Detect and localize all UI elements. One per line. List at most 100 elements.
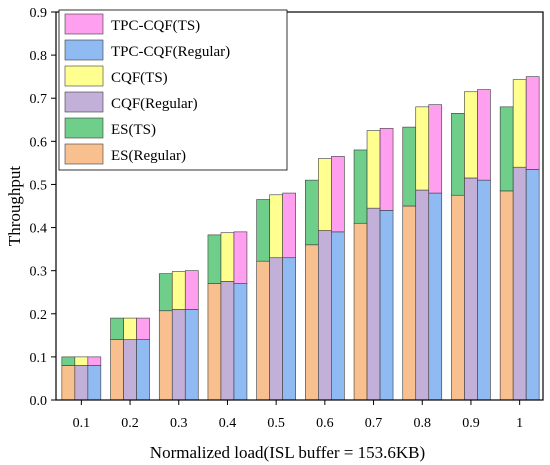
y-tick-label: 0.9 — [30, 6, 48, 21]
bar-segment — [451, 113, 465, 196]
legend-swatch — [64, 143, 104, 165]
bar-segment — [184, 270, 199, 310]
legend-frame — [58, 9, 288, 171]
x-tick-label: 0.1 — [73, 416, 91, 431]
y-tick-label: 0.2 — [30, 308, 48, 323]
x-tick-label: 0.7 — [365, 416, 383, 431]
bar-segment — [207, 234, 222, 284]
bar-segment — [331, 231, 345, 401]
bar-segment — [477, 89, 491, 181]
bar-segment — [87, 356, 102, 366]
bar-segment — [184, 309, 199, 401]
bar-segment — [477, 179, 491, 401]
bar-segment — [525, 169, 540, 401]
y-axis-label: Throughput — [5, 166, 24, 247]
y-tick-label: 0.5 — [30, 178, 48, 193]
bar-segment — [158, 310, 173, 401]
bar-segment — [464, 91, 478, 179]
bar-segment — [428, 192, 443, 401]
bar-segment — [402, 205, 417, 401]
bar-segment — [256, 260, 270, 401]
bar-segment — [207, 283, 222, 401]
x-tick-label: 0.3 — [170, 416, 188, 431]
legend-label: ES(TS) — [111, 122, 156, 138]
legend-label: TPC-CQF(Regular) — [111, 44, 230, 60]
legend-label: ES(Regular) — [111, 148, 186, 164]
bar-segment — [415, 106, 430, 191]
bar-segment — [331, 156, 345, 233]
bar-segment — [123, 339, 137, 401]
bar-segment — [318, 230, 332, 401]
bar-segment — [171, 271, 186, 310]
x-tick-label: 0.9 — [462, 416, 480, 431]
bar-segment — [366, 130, 381, 209]
bar-segment — [366, 207, 381, 401]
y-tick-label: 0.7 — [30, 92, 48, 107]
bar-segment — [136, 317, 150, 340]
y-tick-label: 0.6 — [30, 135, 48, 150]
bar-segment — [158, 273, 173, 312]
bar-segment — [110, 339, 124, 401]
bar-segment — [415, 189, 430, 401]
bar-segment — [464, 177, 478, 401]
bar-segment — [282, 257, 296, 401]
y-tick-label: 0.1 — [30, 351, 48, 366]
y-tick-label: 0.8 — [30, 49, 48, 64]
bar-segment — [74, 356, 89, 366]
bar-segment — [499, 190, 514, 401]
bar-segment — [428, 104, 443, 194]
bar-segment — [123, 317, 137, 340]
y-tick-label: 0.0 — [30, 394, 48, 409]
legend: TPC-CQF(TS) TPC-CQF(Regular) CQF(TS) CQF(Re… — [58, 9, 288, 171]
y-axis-ticks: 0.0 0.1 0.2 0.3 0.4 0.5 0.6 0.7 0.8 0.9 — [30, 6, 56, 409]
bar-segment — [136, 339, 150, 401]
bar-segment — [269, 194, 283, 259]
bar-segment — [233, 283, 248, 401]
bar-segment — [61, 356, 76, 366]
legend-swatch — [64, 117, 104, 139]
bars-layer — [61, 76, 540, 401]
bar-segment — [353, 149, 368, 224]
y-tick-label: 0.4 — [30, 222, 48, 237]
bar-segment — [379, 210, 394, 401]
bar-segment — [451, 194, 465, 401]
bar-segment — [171, 309, 186, 401]
legend-swatch — [64, 13, 104, 35]
legend-swatch — [64, 91, 104, 113]
bar-segment — [512, 79, 527, 168]
y-tick-label: 0.3 — [30, 265, 48, 280]
legend-label: TPC-CQF(TS) — [111, 18, 200, 34]
x-tick-label: 0.5 — [267, 416, 285, 431]
x-tick-label: 0.6 — [316, 416, 334, 431]
bar-segment — [305, 244, 319, 401]
bar-segment — [87, 365, 102, 401]
legend-swatch — [64, 65, 104, 87]
bar-segment — [74, 365, 89, 401]
bar-segment — [318, 158, 332, 231]
plot-frame — [55, 11, 544, 401]
bar-segment — [512, 166, 527, 401]
bar-segment — [233, 231, 248, 284]
bar-segment — [220, 281, 235, 401]
bar-segment — [220, 232, 235, 282]
bar-segment — [282, 192, 296, 259]
legend-label: CQF(TS) — [111, 70, 168, 86]
x-tick-label: 0.2 — [121, 416, 139, 431]
bar-segment — [256, 199, 270, 262]
bar-segment — [110, 317, 124, 340]
bar-segment — [525, 76, 540, 170]
bar-segment — [379, 128, 394, 211]
legend-swatch — [64, 39, 104, 61]
bar-segment — [402, 126, 417, 207]
bar-segment — [61, 365, 76, 401]
bar-segment — [305, 179, 319, 246]
x-axis-ticks: 0.1 0.2 0.3 0.4 0.5 0.6 0.7 0.8 0.9 1 — [73, 400, 523, 431]
x-tick-label: 0.4 — [219, 416, 237, 431]
x-tick-label: 0.8 — [414, 416, 432, 431]
x-tick-label: 1 — [516, 416, 523, 431]
bar-segment — [499, 106, 514, 192]
legend-label: CQF(Regular) — [111, 96, 198, 112]
bar-segment — [353, 222, 368, 401]
